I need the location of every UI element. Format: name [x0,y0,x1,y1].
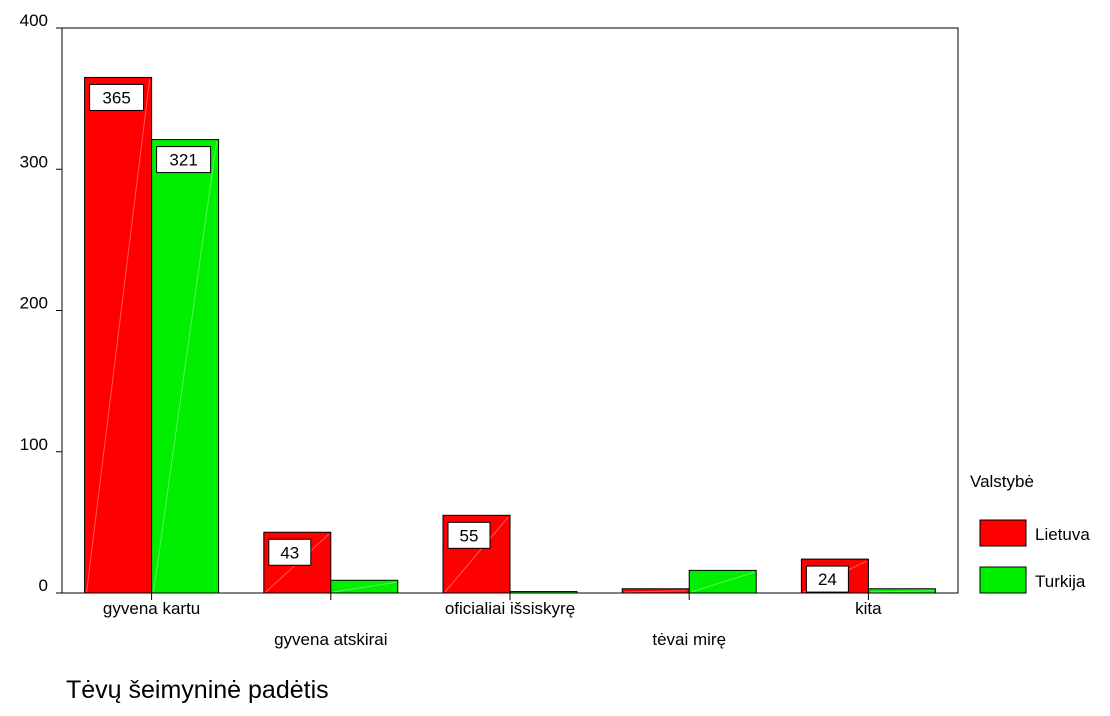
data-label: 55 [460,526,479,545]
data-label: 365 [102,88,130,107]
data-label: 24 [818,570,837,589]
x-tick-label: tėvai mirę [652,630,726,649]
x-tick-label: oficialiai išsiskyrę [445,599,575,618]
y-tick-label: 100 [20,435,48,454]
legend-label: Lietuva [1035,525,1090,544]
data-label: 43 [280,543,299,562]
x-tick-label: gyvena atskirai [274,630,387,649]
data-label: 321 [169,151,197,170]
y-tick-label: 400 [20,11,48,30]
y-tick-label: 0 [39,576,48,595]
y-tick-label: 300 [20,152,48,171]
bar [510,592,577,593]
x-axis-title: Tėvų šeimyninė padėtis [66,676,329,705]
legend-swatch [980,520,1026,546]
y-tick-label: 200 [20,294,48,313]
legend-title: Valstybė [970,472,1034,491]
x-tick-label: kita [855,599,882,618]
legend-swatch [980,567,1026,593]
legend-label: Turkija [1035,572,1086,591]
x-tick-label: gyvena kartu [103,599,200,618]
